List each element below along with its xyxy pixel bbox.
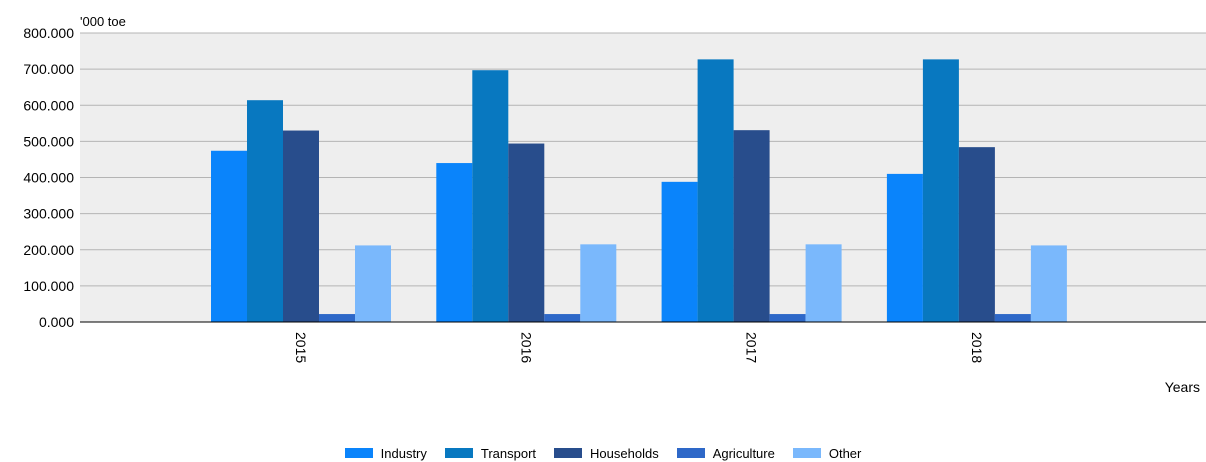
y-tick-label: 0.000 <box>39 314 74 330</box>
y-tick-label: 800.000 <box>23 25 74 41</box>
y-unit-label: '000 toe <box>80 14 126 29</box>
bar-industry-2015 <box>211 150 247 322</box>
y-tick-label: 400.000 <box>23 170 74 186</box>
x-tick-labels: 2015 2016 2017 2018 <box>293 332 985 363</box>
x-tick-label: 2015 <box>293 332 309 363</box>
bar-agriculture-2018 <box>994 314 1031 322</box>
bar-industry-2016 <box>436 163 473 322</box>
bar-agriculture-2015 <box>319 314 355 322</box>
bar-agriculture-2016 <box>544 314 581 322</box>
y-tick-label: 300.000 <box>23 206 74 222</box>
legend: Industry Transport Households Agriculture Ot… <box>0 444 1206 462</box>
legend-item-other: Other <box>792 445 862 461</box>
bar-agriculture-2017 <box>769 314 806 322</box>
bar-households-2015 <box>283 130 319 322</box>
y-tick-labels: 0.000 100.000 200.000 300.000 400.000 500.000… <box>23 25 74 330</box>
legend-item-transport: Transport <box>444 445 537 461</box>
bar-transport-2016 <box>472 70 509 323</box>
bar-transport-2017 <box>697 59 734 323</box>
bar-households-2018 <box>958 147 995 322</box>
legend-label: Other <box>828 445 862 461</box>
bar-other-2017 <box>805 244 842 322</box>
legend-swatch <box>444 448 473 458</box>
legend-item-households: Households <box>554 446 659 461</box>
legend-label: Agriculture <box>712 445 775 461</box>
bar-other-2018 <box>1030 245 1067 322</box>
legend-label: Industry <box>380 445 427 461</box>
bar-other-2016 <box>580 244 617 322</box>
y-tick-label: 200.000 <box>23 242 74 258</box>
bar-industry-2017 <box>661 181 698 322</box>
legend-swatch <box>554 448 583 458</box>
legend-item-industry: Industry <box>344 445 427 461</box>
x-axis-title: Years <box>1165 379 1200 395</box>
bar-households-2017 <box>733 130 770 322</box>
y-tick-label: 500.000 <box>23 133 74 149</box>
bar-transport-2015 <box>247 100 283 322</box>
bar-households-2016 <box>508 143 545 322</box>
bar-transport-2018 <box>922 59 959 323</box>
y-tick-label: 600.000 <box>23 97 74 113</box>
legend-swatch <box>792 448 821 458</box>
x-tick-label: 2017 <box>744 332 760 363</box>
bars <box>211 59 1067 323</box>
legend-label: Transport <box>480 445 537 461</box>
x-tick-label: 2016 <box>518 332 534 363</box>
legend-label: Households <box>590 445 659 461</box>
bar-industry-2018 <box>886 173 923 322</box>
y-tick-label: 700.000 <box>23 61 74 77</box>
legend-item-agriculture: Agriculture <box>676 445 775 461</box>
bar-other-2015 <box>355 245 391 322</box>
x-tick-label: 2018 <box>969 332 985 363</box>
legend-swatch <box>344 448 373 458</box>
legend-swatch <box>676 448 705 458</box>
y-tick-label: 100.000 <box>23 278 74 294</box>
